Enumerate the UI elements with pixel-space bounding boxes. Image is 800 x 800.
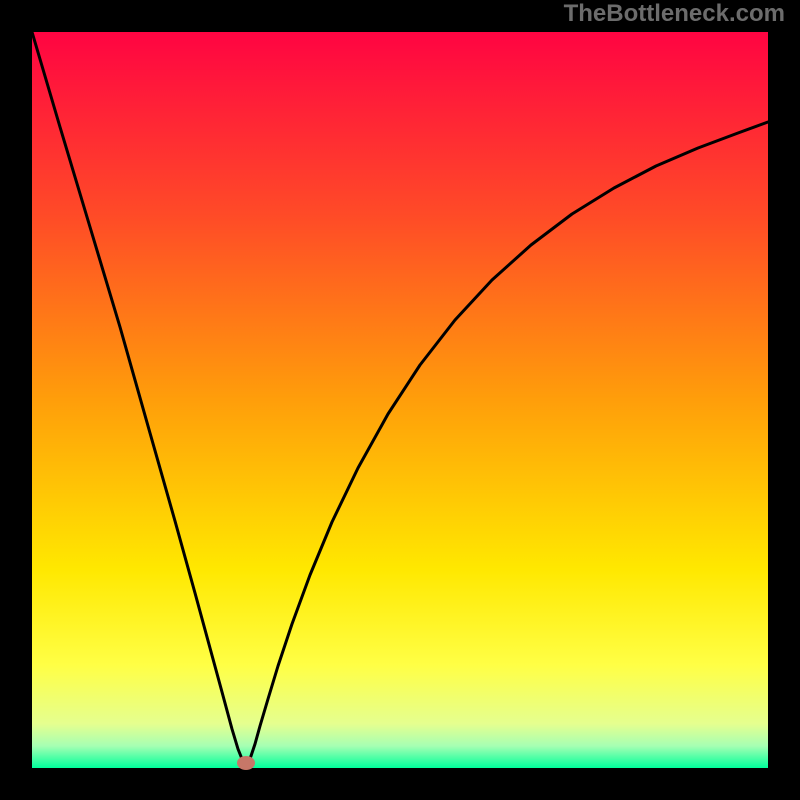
curve-svg: [0, 0, 800, 800]
minimum-marker: [237, 756, 255, 770]
bottleneck-curve: [32, 32, 768, 765]
chart-frame: TheBottleneck.com: [0, 0, 800, 800]
watermark-text: TheBottleneck.com: [564, 0, 785, 28]
